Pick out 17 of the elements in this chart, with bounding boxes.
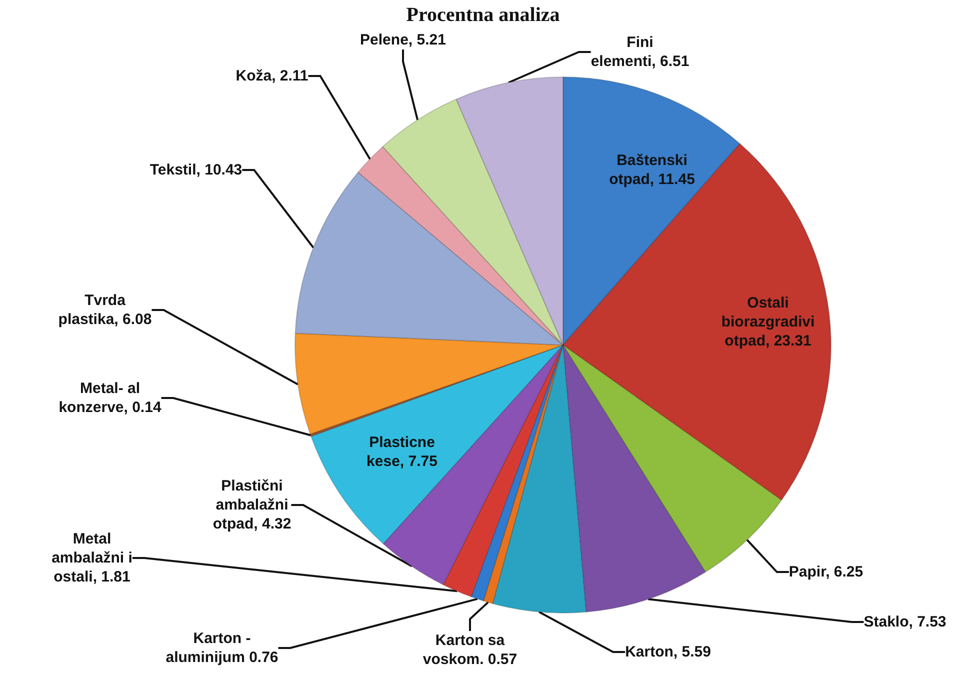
data-label: Karton - aluminijum 0.76 xyxy=(166,630,278,666)
data-label: Koža, 2.11 xyxy=(236,68,308,84)
data-label: Karton, 5.59 xyxy=(625,644,711,660)
data-label: Fini elementi, 6.51 xyxy=(590,34,690,70)
data-label: Baštenski otpad, 11.45 xyxy=(609,152,695,188)
data-label: Karton sa voskom. 0.57 xyxy=(422,632,518,668)
data-label: Tvrda plastika, 6.08 xyxy=(58,292,152,328)
data-label: Tekstil, 10.43 xyxy=(150,162,242,178)
data-label: Pelene, 5.21 xyxy=(360,32,446,48)
data-label: Staklo, 7.53 xyxy=(864,614,946,630)
data-label: Papir, 6.25 xyxy=(788,564,864,580)
data-label: Ostali biorazgradivi otpad, 23.31 xyxy=(721,294,815,350)
data-label: Metal- al konzerve, 0.14 xyxy=(58,380,162,416)
data-label: Plastični ambalažni otpad, 4.32 xyxy=(212,478,292,532)
data-label: Metal ambalažni i ostali, 1.81 xyxy=(52,530,132,586)
chart-title: Procentna analiza xyxy=(406,4,560,26)
data-label: Plasticne kese, 7.75 xyxy=(366,434,438,470)
